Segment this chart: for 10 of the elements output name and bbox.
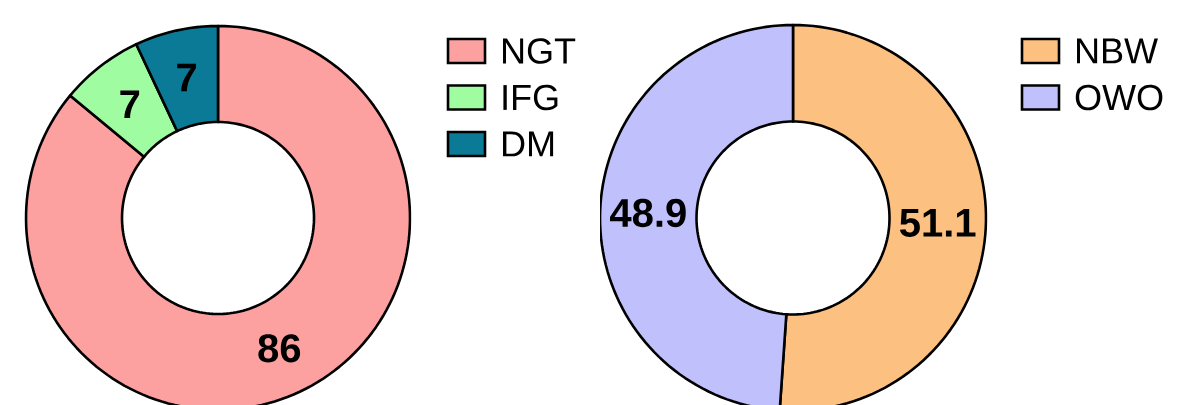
data-label: 86: [258, 334, 301, 363]
data-label: 7: [177, 63, 196, 92]
data-label: 7: [120, 90, 140, 118]
data-label: 48.9: [610, 198, 686, 228]
legend-label: DM: [503, 131, 554, 157]
legend-label: IFG: [503, 84, 558, 111]
legend-label: NBW: [1077, 38, 1158, 64]
legend-label: NGT: [503, 38, 576, 64]
legend-label: OWO: [1075, 84, 1163, 111]
data-label: 51.1: [899, 209, 976, 237]
